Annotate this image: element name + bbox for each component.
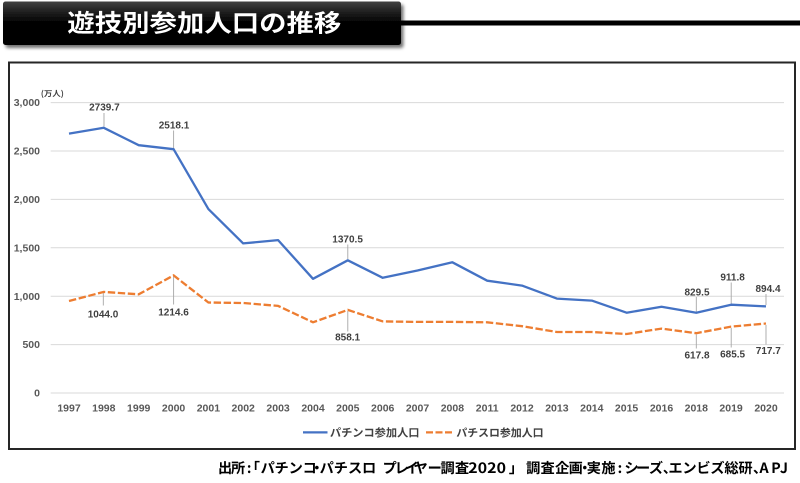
svg-text:2006: 2006	[371, 403, 395, 415]
svg-text:2003: 2003	[266, 403, 290, 415]
svg-text:2007: 2007	[406, 403, 430, 415]
svg-text:1999: 1999	[127, 403, 151, 415]
svg-text:1370.5: 1370.5	[332, 234, 363, 245]
svg-text:685.5: 685.5	[720, 350, 745, 361]
svg-text:2013: 2013	[545, 403, 569, 415]
svg-text:2005: 2005	[336, 403, 360, 415]
svg-text:2020: 2020	[754, 403, 778, 415]
svg-text:829.5: 829.5	[684, 288, 709, 299]
svg-text:2014: 2014	[580, 403, 604, 415]
svg-text:2004: 2004	[301, 403, 325, 415]
svg-text:858.1: 858.1	[335, 333, 360, 344]
svg-text:2,500: 2,500	[14, 146, 40, 158]
svg-text:2739.7: 2739.7	[89, 103, 120, 114]
svg-text:2011: 2011	[476, 403, 499, 415]
svg-text:2012: 2012	[510, 403, 534, 415]
svg-text:2002: 2002	[232, 403, 256, 415]
svg-text:2015: 2015	[615, 403, 639, 415]
svg-text:1,000: 1,000	[14, 291, 40, 303]
svg-text:1998: 1998	[92, 403, 116, 415]
svg-text:1997: 1997	[57, 403, 81, 415]
svg-text:3,000: 3,000	[14, 97, 40, 109]
svg-text:1214.6: 1214.6	[158, 307, 189, 318]
svg-text:2008: 2008	[441, 403, 465, 415]
svg-text:500: 500	[22, 339, 40, 351]
svg-text:2518.1: 2518.1	[159, 120, 190, 131]
svg-text:1,500: 1,500	[14, 242, 40, 254]
svg-text:2,000: 2,000	[14, 194, 40, 206]
svg-text:0: 0	[34, 388, 40, 400]
svg-text:1044.0: 1044.0	[88, 310, 119, 321]
svg-text:617.8: 617.8	[684, 350, 709, 361]
svg-text:2019: 2019	[719, 403, 743, 415]
svg-text:717.7: 717.7	[756, 346, 781, 357]
svg-text:2018: 2018	[685, 403, 709, 415]
svg-text:894.4: 894.4	[755, 284, 780, 295]
svg-text:2016: 2016	[650, 403, 674, 415]
svg-text:2001: 2001	[197, 403, 221, 415]
svg-text:911.8: 911.8	[720, 272, 745, 283]
svg-text:2000: 2000	[162, 403, 186, 415]
